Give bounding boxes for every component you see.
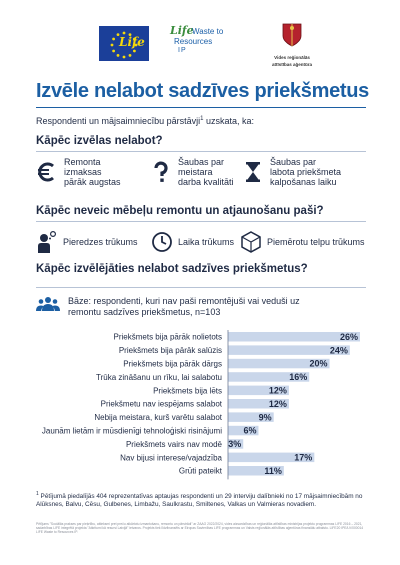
section3-divider (36, 287, 366, 288)
reason-quality-line2: meistara (178, 167, 213, 177)
category-label: Grūti pateikt (179, 467, 223, 476)
diy-reason-time-label: Laika trūkums (178, 237, 235, 247)
life-waste-to-resources-logo: Life Waste to Resources IP (170, 24, 238, 64)
value-label: 16% (289, 372, 307, 382)
reason-quality-line3: darba kvalitāti (178, 177, 234, 187)
base-line1: Bāze: respondenti, kuri nav paši remontē… (68, 296, 300, 306)
diy-reason-time: Laika trūkums (151, 230, 234, 254)
intro-main: Respondenti un mājsaimniecību pārstāvji (36, 116, 201, 126)
header-logos: Life Life Waste to Resources IP Vides re… (0, 22, 400, 70)
bar (228, 372, 310, 382)
category-label: Priekšmets bija pārāk salūzis (119, 346, 222, 355)
life-logo-line1: Life (170, 24, 194, 37)
base-description: Bāze: respondenti, kuri nav paši remontē… (36, 296, 366, 318)
bar (228, 399, 289, 409)
life-logo-line2: Waste to (192, 27, 224, 36)
footnote-marker: 1 (36, 491, 39, 497)
reason-cost-line2: izmaksas (64, 167, 102, 177)
category-label: Trūka zināšanu un rīku, lai salabotu (96, 373, 222, 382)
reason-lifetime-line2: labota priekšmeta (270, 167, 342, 177)
section2-divider (36, 221, 366, 222)
section1-heading: Kāpēc izvēlas nelabot? (36, 135, 163, 147)
category-label: Priekšmets vairs nav modē (126, 440, 223, 449)
life-logo-line3: Resources (174, 37, 213, 46)
bar (228, 452, 315, 463)
bar (228, 412, 274, 422)
category-label: Nebija meistara, kurš varētu salabot (94, 413, 222, 422)
bar (228, 385, 289, 396)
bar (228, 425, 259, 436)
hourglass-icon (246, 162, 260, 182)
section2-heading: Kāpēc neveic mēbeļu remontu un atjaunoša… (36, 205, 324, 217)
reason-quality-line1: Šaubas par (178, 157, 225, 167)
agency-name-line1: Vides reģionālās (274, 55, 310, 60)
intro-text: Respondenti un mājsaimniecību pārstāvji1… (36, 116, 254, 126)
agency-name-line2: attīstības aģentūra (271, 62, 312, 67)
section3-heading: Kāpēc izvēlējāties nelabot sadzīves prie… (36, 263, 308, 275)
value-label: 12% (269, 399, 287, 409)
footnote: 1 Pētījumā piedalījās 404 reprezentatīva… (36, 490, 366, 509)
life-logo-line4: IP (178, 47, 187, 54)
coat-of-arms-icon (282, 23, 302, 47)
reason-lifetime: Šaubas par labota priekšmeta kalpošanas … (242, 157, 341, 187)
reason-cost-line1: Remonta (64, 157, 101, 167)
value-label: 6% (243, 426, 256, 436)
bar (228, 345, 350, 355)
fine-print: Pētījums "Sociālās prakses par pieķrtību… (36, 522, 364, 535)
footnote-text: Pētījumā piedalījās 404 reprezentatīvas … (36, 493, 363, 509)
category-label: Priekšmets bija lēts (153, 386, 222, 395)
reason-cost-line3: pārāk augstas (64, 177, 121, 187)
diy-reason-experience-label: Pieredzes trūkums (63, 237, 138, 247)
diy-reason-space: Piemērotu telpu trūkums (240, 230, 365, 254)
reason-quality: Šaubas par meistara darba kvalitāti (150, 157, 234, 187)
value-label: 17% (294, 453, 312, 463)
base-line2: remontu sadzīves priekšmetus, n=103 (68, 307, 221, 317)
section1-divider (36, 151, 366, 152)
title-divider (36, 107, 366, 108)
eu-stars-icon (110, 31, 138, 59)
question-mark-icon (154, 161, 168, 182)
box-icon (241, 231, 261, 253)
bar (228, 466, 284, 476)
clock-icon (152, 232, 172, 252)
value-label: 24% (330, 345, 348, 355)
value-label: 11% (264, 466, 282, 476)
value-label: 20% (310, 359, 328, 369)
bar (228, 332, 360, 342)
bar (228, 358, 330, 369)
value-label: 12% (269, 386, 287, 396)
reason-lifetime-line3: kalpošanas laiku (270, 177, 337, 187)
bar (228, 439, 244, 449)
intro-footnote-ref: 1 (200, 116, 204, 122)
value-label: 3% (228, 439, 241, 449)
life-script-text: Life (119, 35, 145, 49)
reason-cost: Remonta izmaksas pārāk augstas (36, 157, 121, 187)
category-label: Jaunām lietām ir mūsdienīgi tehnoloģiski… (42, 427, 222, 436)
eu-life-logo: Life (99, 26, 149, 61)
page-title: Izvēle nelabot sadzīves priekšmetus (36, 80, 369, 102)
people-group-icon (36, 297, 60, 311)
diy-reason-space-label: Piemērotu telpu trūkums (267, 237, 365, 247)
value-label: 26% (340, 332, 358, 342)
category-label: Priekšmetu nav iespējams salabot (101, 400, 223, 409)
reason-lifetime-line1: Šaubas par (270, 157, 317, 167)
diy-reason-experience: Pieredzes trūkums (36, 230, 138, 254)
thinking-person-icon (38, 230, 57, 253)
reasons-bar-chart: Priekšmets bija pārāk nolietots 26% Priekš… (42, 330, 360, 480)
agency-logo: Vides reģionālās attīstības aģentūra (262, 22, 322, 68)
euro-icon (38, 162, 54, 182)
intro-tail: uzskata, ka: (203, 116, 254, 126)
category-label: Priekšmets bija pārāk dārgs (123, 360, 222, 369)
category-label: Priekšmets bija pārāk nolietots (114, 333, 223, 342)
category-label: Nav bijusi interese/vajadzība (120, 453, 222, 462)
value-label: 9% (259, 412, 272, 422)
